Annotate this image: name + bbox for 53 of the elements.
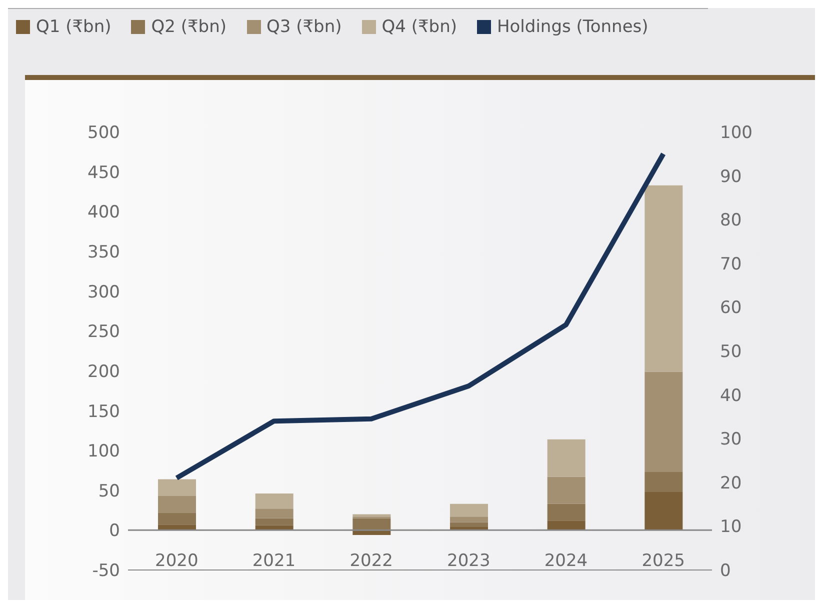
y2-tick-label: 80 [720,210,742,231]
legend-label: Q2 (₹bn) [151,17,226,37]
bar [644,472,683,492]
y2-tick-label: 60 [720,298,742,318]
bar [547,439,586,477]
legend-label: Holdings (Tonnes) [497,17,648,37]
y2-tick-label: 20 [720,473,742,494]
y2-tick-label: 10 [720,517,742,538]
y-tick-label: 100 [88,442,120,462]
bar [547,476,586,504]
bar [644,185,683,372]
y-tick-label: 250 [88,322,120,342]
bar [255,518,294,526]
bar [450,522,488,527]
bar [450,504,488,517]
y2-tick-label: 90 [720,166,742,187]
x-tick-label: 2022 [350,551,393,572]
bar [158,496,196,513]
x-tick-label: 2025 [642,551,685,572]
bar [158,512,196,525]
bar [352,518,391,530]
bar [644,372,683,472]
y-tick-label: 150 [88,402,120,422]
bar [450,516,488,522]
y-tick-label: 400 [88,202,120,223]
x-tick-label: 2023 [447,551,490,572]
bar [255,494,294,509]
y2-tick-label: 30 [720,430,742,450]
y2-tick-label: 70 [720,254,742,274]
y-tick-label: 450 [88,162,120,183]
y-tick-label: 300 [88,282,120,302]
bar [255,508,294,518]
y-tick-label: -50 [92,561,120,582]
x-tick-label: 2021 [252,551,296,572]
legend-label: Q1 (₹bn) [36,17,112,37]
legend-label: Q4 (₹bn) [382,17,457,37]
bar [158,524,196,530]
y-tick-label: 0 [109,521,120,542]
bar [547,520,586,530]
y2-tick-label: 100 [720,123,752,144]
x-tick-label: 2020 [155,551,198,572]
y-tick-label: 50 [98,481,120,502]
y2-tick-label: 50 [720,342,742,362]
y2-tick-label: 40 [720,386,742,406]
bar [547,504,586,521]
bar [644,492,683,530]
legend-label: Q3 (₹bn) [266,17,342,37]
y-tick-label: 200 [88,362,120,382]
bar [158,479,196,496]
x-tick-label: 2024 [544,551,588,572]
y-tick-label: 350 [88,242,120,262]
y2-tick-label: 0 [720,561,731,582]
y-tick-label: 500 [88,123,120,144]
